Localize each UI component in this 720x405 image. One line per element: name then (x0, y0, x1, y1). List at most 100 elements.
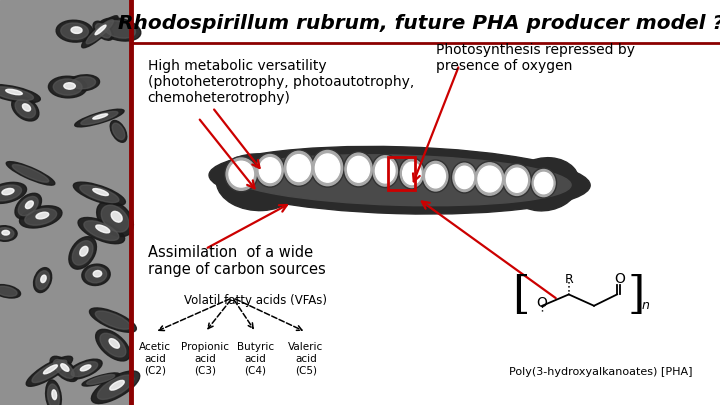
Ellipse shape (80, 185, 119, 202)
Ellipse shape (81, 365, 91, 371)
Ellipse shape (0, 226, 17, 241)
Ellipse shape (315, 154, 340, 182)
Ellipse shape (91, 371, 140, 403)
Ellipse shape (426, 164, 446, 188)
Ellipse shape (455, 166, 474, 189)
Ellipse shape (52, 390, 57, 400)
Ellipse shape (110, 120, 127, 142)
Ellipse shape (0, 85, 40, 103)
Ellipse shape (373, 156, 397, 186)
Ellipse shape (89, 308, 136, 332)
Ellipse shape (71, 27, 82, 34)
Ellipse shape (478, 166, 501, 192)
Ellipse shape (15, 100, 35, 118)
Ellipse shape (229, 161, 253, 187)
Ellipse shape (93, 114, 108, 119)
Ellipse shape (343, 152, 374, 187)
Ellipse shape (53, 79, 82, 95)
Ellipse shape (60, 23, 89, 39)
Ellipse shape (95, 311, 130, 329)
Ellipse shape (26, 356, 73, 386)
Ellipse shape (67, 359, 102, 379)
Text: [: [ (512, 274, 529, 317)
Text: O: O (536, 296, 548, 309)
Ellipse shape (0, 182, 27, 203)
Ellipse shape (228, 155, 571, 206)
Ellipse shape (451, 162, 477, 193)
Ellipse shape (86, 20, 114, 44)
Ellipse shape (232, 164, 240, 173)
Ellipse shape (81, 111, 118, 125)
Ellipse shape (423, 162, 448, 191)
Ellipse shape (99, 18, 141, 41)
Ellipse shape (78, 217, 125, 244)
Ellipse shape (48, 76, 87, 98)
Text: Assimilation  of a wide
range of carbon sources: Assimilation of a wide range of carbon s… (148, 245, 325, 277)
Ellipse shape (97, 375, 134, 399)
Ellipse shape (504, 165, 530, 196)
Ellipse shape (226, 158, 256, 190)
Bar (388, 157, 415, 190)
Text: Propionic
acid
(C3): Propionic acid (C3) (181, 342, 229, 375)
Ellipse shape (73, 182, 125, 205)
Ellipse shape (256, 153, 285, 187)
Ellipse shape (41, 275, 46, 283)
Ellipse shape (15, 193, 42, 219)
Ellipse shape (481, 169, 488, 178)
Ellipse shape (345, 153, 372, 185)
Ellipse shape (12, 164, 49, 182)
Text: Valeric
acid
(C5): Valeric acid (C5) (289, 342, 323, 375)
Ellipse shape (109, 380, 125, 390)
Ellipse shape (399, 158, 425, 189)
Ellipse shape (104, 21, 135, 38)
Ellipse shape (45, 380, 61, 405)
Ellipse shape (262, 161, 269, 169)
Ellipse shape (109, 339, 120, 348)
Ellipse shape (474, 161, 505, 197)
Ellipse shape (86, 375, 114, 384)
Ellipse shape (32, 360, 67, 383)
Ellipse shape (503, 164, 531, 197)
Ellipse shape (402, 162, 421, 185)
Ellipse shape (93, 21, 114, 40)
Text: O: O (613, 273, 625, 286)
Ellipse shape (56, 20, 93, 42)
Ellipse shape (510, 158, 580, 211)
Ellipse shape (68, 75, 99, 91)
Text: Acetic
acid
(C2): Acetic acid (C2) (139, 342, 171, 375)
Ellipse shape (82, 373, 120, 386)
Ellipse shape (422, 160, 449, 192)
Ellipse shape (71, 362, 98, 377)
Ellipse shape (75, 109, 124, 127)
Ellipse shape (96, 225, 109, 233)
Ellipse shape (348, 156, 369, 182)
Ellipse shape (96, 200, 133, 237)
Ellipse shape (534, 173, 553, 194)
Ellipse shape (378, 162, 384, 170)
Ellipse shape (100, 333, 126, 357)
Ellipse shape (36, 271, 50, 290)
Ellipse shape (48, 384, 60, 405)
Ellipse shape (25, 201, 33, 209)
Ellipse shape (24, 209, 57, 225)
Ellipse shape (284, 151, 313, 185)
Ellipse shape (217, 154, 300, 211)
Ellipse shape (0, 228, 14, 239)
Ellipse shape (93, 189, 109, 196)
Ellipse shape (64, 83, 76, 89)
Ellipse shape (82, 264, 110, 286)
Ellipse shape (18, 196, 38, 216)
Ellipse shape (22, 104, 30, 111)
Ellipse shape (36, 212, 49, 219)
Text: Volatil fatty acids (VFAs): Volatil fatty acids (VFAs) (184, 294, 327, 307)
Text: ]: ] (627, 274, 644, 317)
Ellipse shape (375, 159, 395, 183)
Ellipse shape (453, 163, 476, 192)
Text: Rhodospirillum rubrum, future PHA producer model ?: Rhodospirillum rubrum, future PHA produc… (118, 14, 720, 33)
Bar (0, 0, 131, 405)
Text: n: n (642, 299, 649, 312)
Ellipse shape (96, 23, 111, 38)
Ellipse shape (536, 175, 543, 182)
Ellipse shape (400, 159, 423, 188)
Text: R: R (564, 273, 573, 286)
